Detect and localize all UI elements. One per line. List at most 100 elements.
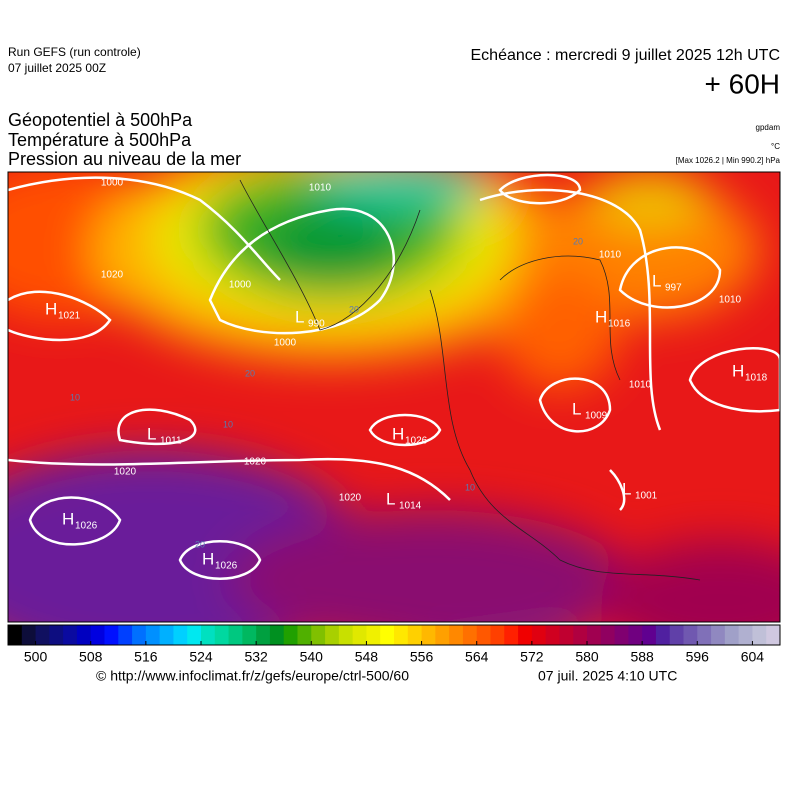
isobar-label: 1010 (309, 183, 332, 194)
isotherm-label: 20 (573, 236, 583, 246)
isobar-label: 1000 (101, 178, 124, 189)
colorbar-swatch (462, 625, 478, 645)
colorbar-swatch (325, 625, 340, 645)
isobar-label: 1000 (229, 280, 252, 291)
colorbar-swatch (449, 625, 464, 645)
colorbar-swatch (752, 625, 767, 645)
colorbar-tick-label: 516 (134, 649, 158, 665)
colorbar-frame (7, 624, 781, 646)
map-frame (7, 171, 781, 623)
isotherm-label: 10 (223, 419, 233, 429)
colorbar-swatch (600, 625, 616, 645)
colorbar-swatch (642, 625, 657, 645)
isobar-label: 1020 (101, 270, 124, 281)
center-type: L (147, 424, 156, 443)
colorbar-tick-label: 580 (575, 649, 599, 665)
field: Température à 500hPa (8, 130, 192, 150)
colorbar-swatch (352, 625, 367, 645)
colorbar-swatch (628, 625, 643, 645)
colorbar-swatch (63, 625, 78, 645)
colorbar-swatch (283, 625, 298, 645)
center-pressure: 990 (308, 319, 325, 330)
isobars (8, 173, 780, 580)
center-type: H (595, 307, 607, 326)
colorbar-swatch (683, 625, 698, 645)
colorbar-swatch (531, 625, 547, 645)
isobar-label: 1010 (719, 295, 742, 306)
isotherm-label: 20 (245, 368, 255, 378)
center-pressure: 1016 (608, 319, 631, 330)
center-type: H (392, 424, 404, 443)
colorbar-swatch (476, 625, 491, 645)
colorbar-swatch (145, 625, 161, 645)
center-pressure: 1021 (58, 311, 81, 322)
center-type: L (652, 271, 661, 290)
field: Pression au niveau de la mer (8, 149, 241, 169)
colorbar-tick-label: 588 (630, 649, 654, 665)
colorbar-swatch (228, 625, 243, 645)
colorbar-swatch (711, 625, 726, 645)
center-type: L (622, 479, 631, 498)
center-type: H (45, 299, 57, 318)
coastlines (239, 179, 701, 581)
colorbar-tick-label: 548 (355, 649, 379, 665)
colorbar-tick-label: 596 (686, 649, 710, 665)
colorbar-swatch (297, 625, 312, 645)
colorbar-tick-label: 572 (520, 649, 544, 665)
colorbar-tick-label: 564 (465, 649, 489, 665)
isotherm-label: 10 (465, 482, 475, 492)
colorbar-tick-label: 540 (300, 649, 324, 665)
colorbar-swatch (504, 625, 519, 645)
colorbar-swatch (407, 625, 423, 645)
isobar-label: 1020 (114, 467, 137, 478)
isobar-label: 1010 (629, 380, 652, 391)
colorbar-swatch (380, 625, 395, 645)
center-pressure: 1001 (635, 491, 658, 502)
colorbar-swatch (518, 625, 533, 645)
colorbar-tick-label: 532 (244, 649, 268, 665)
colorbar-swatch (104, 625, 119, 645)
center-type: L (295, 307, 304, 326)
field: Géopotentiel à 500hPa (8, 110, 193, 130)
colorbar-swatch (214, 625, 230, 645)
unit: gpdam (756, 123, 781, 132)
colorbar-swatch (573, 625, 588, 645)
isotherm-label: 20 (349, 304, 359, 314)
colorbar-swatch (35, 625, 50, 645)
lead-time: + 60H (705, 68, 781, 99)
colorbar-swatch (49, 625, 64, 645)
colorbar: 500 508 516 524 532 540 548 556 564 572 580 588 596 6… (7, 624, 781, 665)
isobar-label: 1000 (274, 338, 297, 349)
colorbar-swatch (8, 625, 23, 645)
colorbar-swatch (394, 625, 409, 645)
colorbar-swatch (187, 625, 202, 645)
center-type: L (386, 489, 395, 508)
generated: 07 juil. 2025 4:10 UTC (538, 668, 677, 684)
colorbar-swatch (545, 625, 560, 645)
colorbar-swatch (697, 625, 712, 645)
colorbar-swatch (587, 625, 602, 645)
center-type: H (202, 549, 214, 568)
center-pressure: 1014 (399, 501, 422, 512)
isotherm-label: 10 (70, 392, 80, 402)
center-type: H (732, 361, 744, 380)
colorbar-swatch (669, 625, 684, 645)
run-date: 07 juillet 2025 00Z (8, 61, 106, 75)
center-type: H (62, 509, 74, 528)
colorbar-tick-label: 604 (741, 649, 765, 665)
source: © http://www.infoclimat.fr/z/gefs/europe… (96, 668, 409, 684)
colorbar-swatch (201, 625, 216, 645)
colorbar-swatch (421, 625, 436, 645)
colorbar-swatch (21, 625, 37, 645)
colorbar-swatch (311, 625, 326, 645)
colorbar-swatch (76, 625, 92, 645)
colorbar-swatch (242, 625, 257, 645)
colorbar-swatch (766, 625, 781, 645)
colorbar-swatch (490, 625, 505, 645)
colorbar-swatch (132, 625, 147, 645)
isotherm-label: 20 (195, 539, 205, 549)
run: Run GEFS (run controle) (8, 45, 141, 59)
